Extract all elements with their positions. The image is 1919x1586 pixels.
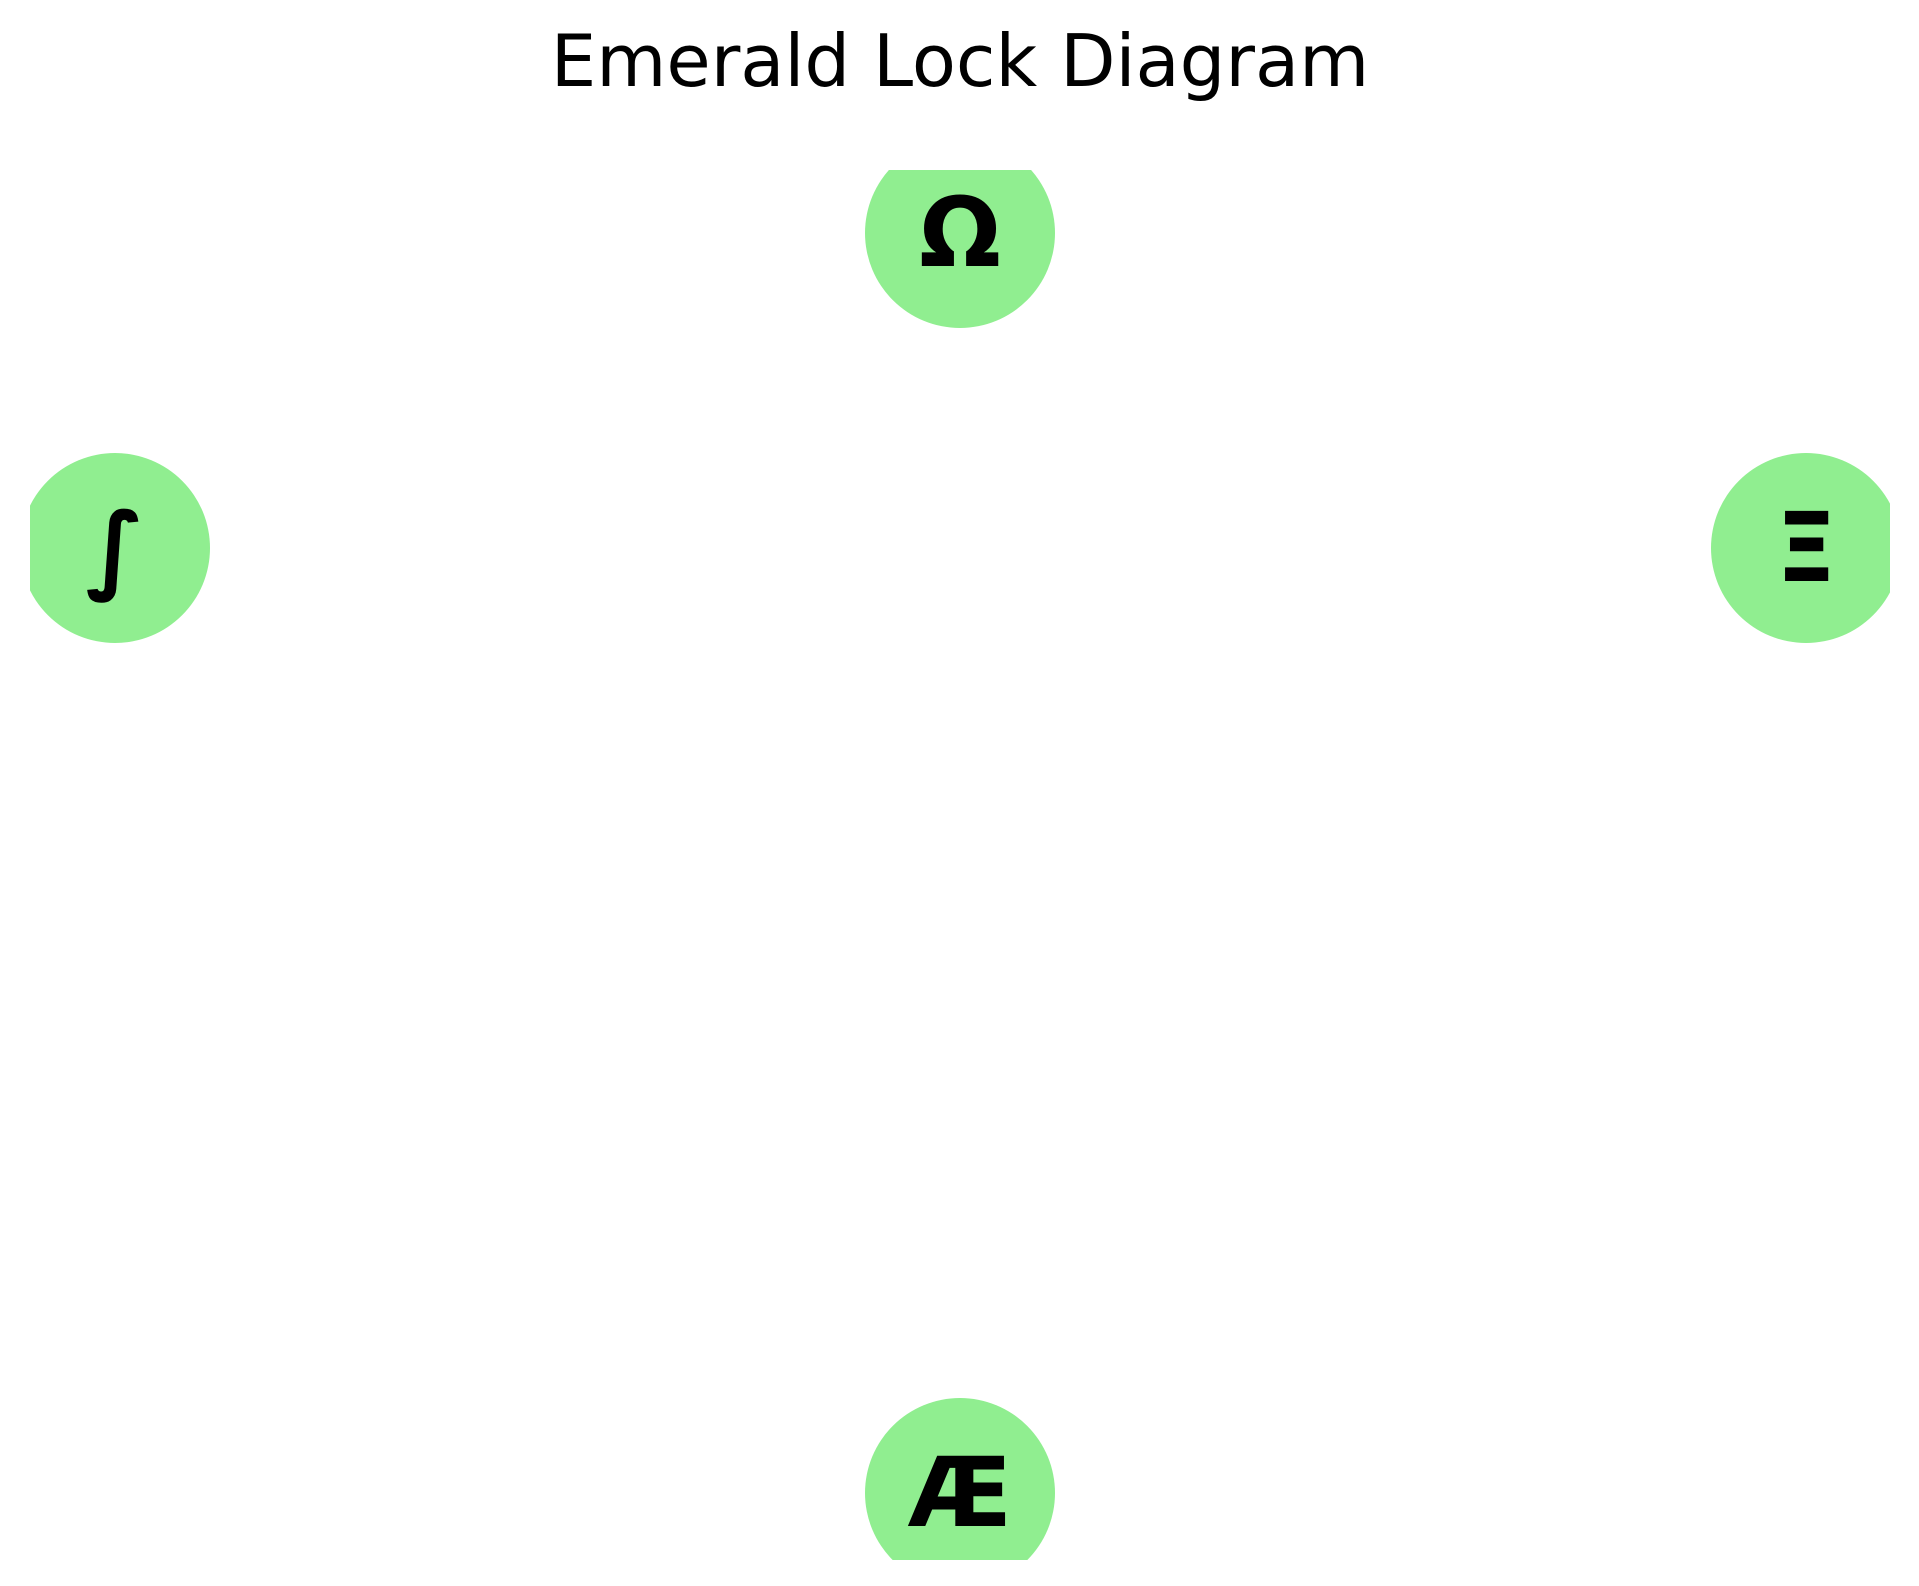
node-ae: Æ (865, 1398, 1055, 1560)
node-xi-circle (1711, 453, 1890, 643)
node-integral: ∫ (30, 453, 210, 643)
node-ae-circle (865, 1398, 1055, 1560)
node-omega-circle (865, 170, 1055, 328)
node-xi: Ξ (1711, 453, 1890, 643)
node-integral-label: ∫ (86, 492, 145, 604)
node-omega: Ω (865, 170, 1055, 328)
node-integral-circle (30, 453, 210, 643)
node-ae-label: Æ (908, 1437, 1012, 1549)
node-layer: Ω ∫ Ξ Æ (30, 170, 1890, 1560)
node-omega-label: Ω (919, 177, 1001, 289)
node-xi-label: Ξ (1776, 492, 1837, 604)
diagram-title: Emerald Lock Diagram (551, 19, 1369, 103)
